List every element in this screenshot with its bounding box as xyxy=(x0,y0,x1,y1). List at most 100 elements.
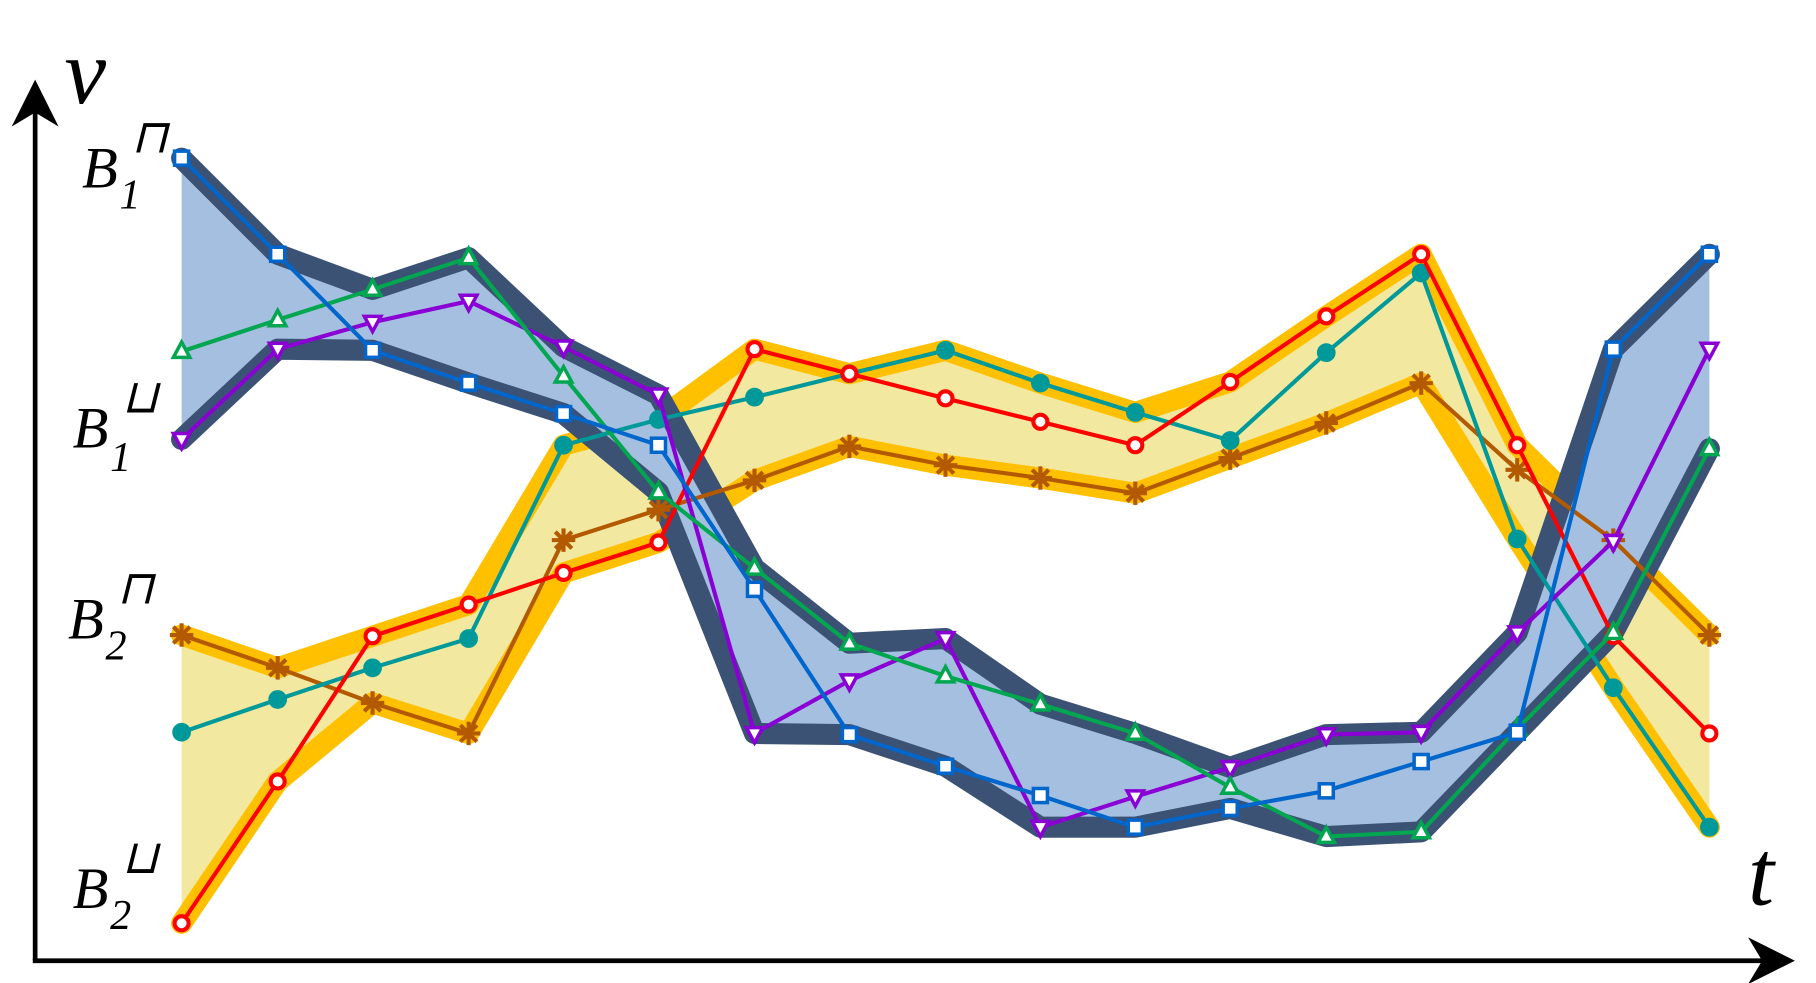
marker xyxy=(1317,307,1336,326)
marker xyxy=(1410,818,1433,840)
marker xyxy=(1221,799,1239,818)
label-sup: ⊓ xyxy=(131,111,170,163)
marker xyxy=(840,364,859,383)
marker xyxy=(268,690,288,709)
marker xyxy=(1124,720,1147,742)
marker xyxy=(1700,724,1719,743)
marker xyxy=(1411,263,1431,283)
marker xyxy=(457,293,480,315)
marker xyxy=(1316,413,1337,433)
marker xyxy=(172,722,191,742)
marker xyxy=(1221,372,1240,392)
marker xyxy=(745,387,764,407)
marker xyxy=(1603,678,1623,698)
marker xyxy=(1604,340,1623,358)
marker xyxy=(268,772,287,791)
marker xyxy=(266,341,289,363)
marker xyxy=(171,625,192,645)
marker xyxy=(745,580,764,599)
marker xyxy=(1126,818,1145,836)
marker xyxy=(1507,460,1527,480)
marker xyxy=(1126,436,1145,455)
marker xyxy=(934,662,957,684)
marker xyxy=(744,470,765,491)
label-sub: 2 xyxy=(105,623,126,670)
marker xyxy=(554,435,573,455)
marker xyxy=(1220,448,1240,468)
marker xyxy=(1029,819,1052,841)
marker xyxy=(648,499,669,520)
marker xyxy=(459,374,478,392)
marker xyxy=(1412,245,1431,264)
marker xyxy=(1031,373,1050,393)
marker xyxy=(1031,786,1050,805)
marker xyxy=(745,340,764,359)
marker xyxy=(1698,435,1721,457)
marker xyxy=(649,436,668,455)
marker xyxy=(1219,774,1242,795)
marker xyxy=(459,595,478,614)
marker xyxy=(266,306,289,328)
label-sub: 1 xyxy=(110,434,131,481)
marker xyxy=(1412,752,1430,771)
marker xyxy=(838,630,861,651)
marker xyxy=(457,244,480,266)
marker xyxy=(1125,483,1146,503)
bands xyxy=(171,147,1720,934)
marker xyxy=(362,693,383,713)
marker xyxy=(268,245,287,264)
marker xyxy=(743,725,766,747)
marker xyxy=(1219,759,1242,781)
marker xyxy=(1029,691,1052,712)
marker xyxy=(172,149,191,167)
marker xyxy=(936,389,955,408)
band-group xyxy=(171,147,1720,934)
marker xyxy=(839,436,860,457)
marker xyxy=(1125,403,1145,422)
marker xyxy=(1700,817,1719,837)
marker xyxy=(172,914,191,933)
marker xyxy=(1220,431,1240,450)
label-base: B xyxy=(82,135,118,200)
marker xyxy=(840,725,859,744)
label-sub: 2 xyxy=(110,892,131,939)
marker xyxy=(554,404,573,423)
series xyxy=(169,149,1722,933)
marker xyxy=(1411,373,1431,393)
marker xyxy=(361,314,384,336)
marker xyxy=(935,455,956,475)
marker xyxy=(553,530,574,550)
band-label: B 2 ⊓ xyxy=(68,562,156,669)
label-base: B xyxy=(73,856,109,921)
marker xyxy=(936,757,955,776)
marker xyxy=(1317,782,1336,800)
marker xyxy=(363,627,382,646)
marker xyxy=(1031,412,1050,431)
label-sup: ⊔ xyxy=(122,371,161,423)
marker xyxy=(1508,723,1527,742)
label-sub: 1 xyxy=(120,172,141,219)
marker xyxy=(459,629,479,648)
label-sup: ⊓ xyxy=(117,562,156,614)
marker xyxy=(1410,724,1433,746)
marker xyxy=(1315,726,1338,748)
y-axis-label: v xyxy=(64,20,106,124)
band-label: B 1 ⊔ xyxy=(73,371,161,481)
marker xyxy=(1124,789,1147,810)
marker xyxy=(458,723,479,744)
label-sup: ⊔ xyxy=(122,832,161,884)
marker xyxy=(363,658,382,678)
marker xyxy=(1602,619,1625,641)
marker xyxy=(1506,625,1529,646)
marker xyxy=(554,563,573,583)
marker xyxy=(838,673,861,694)
marker xyxy=(170,338,193,360)
marker xyxy=(267,658,288,678)
band-area xyxy=(181,158,1710,837)
marker xyxy=(1316,343,1336,363)
marker xyxy=(361,276,384,298)
marker xyxy=(647,479,670,500)
x-axis-label: t xyxy=(1748,821,1776,925)
marker xyxy=(647,387,670,408)
